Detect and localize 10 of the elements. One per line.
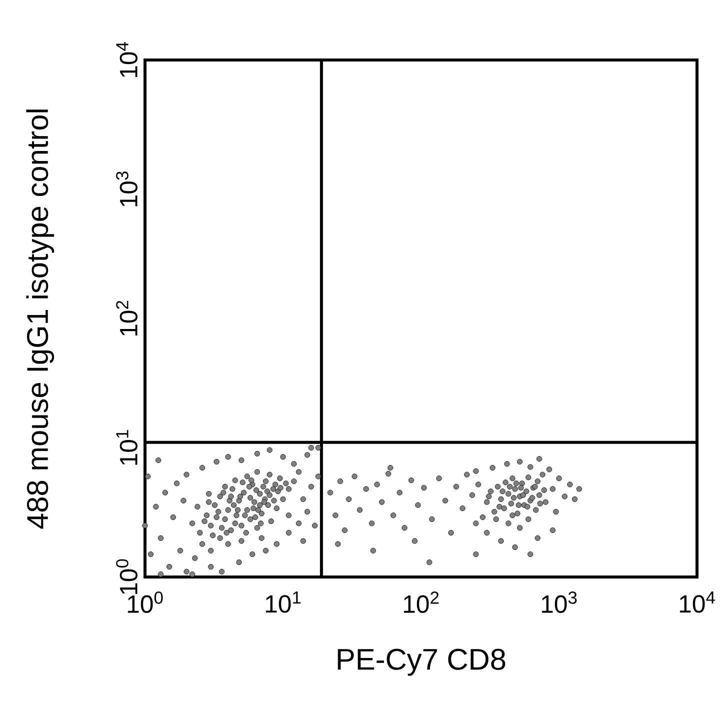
y-tick-label: 10$^{2}$: [116, 300, 138, 336]
x-tick-label: 10$^{4}$: [680, 592, 715, 613]
x-tick-label: 10$^{3}$: [542, 592, 577, 613]
y-tick-label: 10$^{1}$: [116, 430, 138, 465]
x-tick-label: 10$^{2}$: [404, 592, 439, 613]
y-tick-label: 10$^{3}$: [116, 172, 138, 206]
y-axis-title: 488 mouse IgG1 isotype control: [26, 110, 54, 529]
x-tick-label: 10$^{1}$: [266, 592, 301, 613]
y-tick-label: 10$^{4}$: [116, 42, 138, 78]
x-axis-title: PE-Cy7 CD8: [338, 648, 506, 676]
